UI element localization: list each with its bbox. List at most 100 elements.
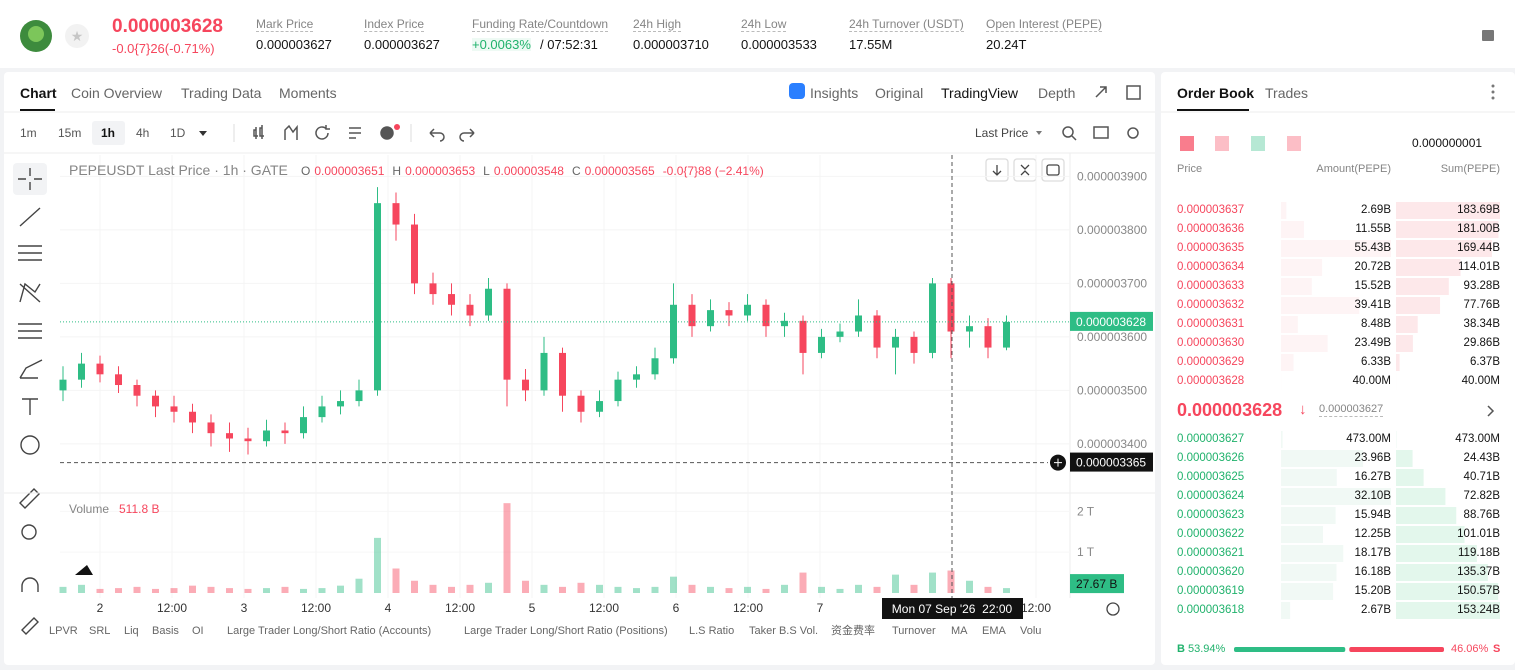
book-price[interactable]: 0.000003620 (1177, 566, 1245, 578)
indicator[interactable]: Large Trader Long/Short Ratio (Positions… (464, 625, 668, 637)
indicator-icon[interactable] (284, 124, 298, 140)
magnet-tool[interactable] (21, 577, 39, 592)
dropdown-arrow[interactable] (1036, 131, 1042, 135)
candle-type-icon[interactable] (253, 125, 264, 139)
book-price[interactable]: 0.000003629 (1177, 356, 1245, 368)
book-price[interactable]: 0.000003621 (1177, 547, 1245, 559)
candle-body (226, 433, 233, 439)
settings-icon[interactable] (1127, 127, 1139, 139)
indicator[interactable]: Large Trader Long/Short Ratio (Accounts) (227, 625, 432, 637)
tab[interactable]: Chart (20, 85, 57, 101)
chevron[interactable] (1487, 405, 1495, 417)
indicator[interactable]: Volu (1020, 625, 1042, 637)
indicator[interactable]: 资金费率 (831, 625, 875, 637)
book-price[interactable]: 0.000003623 (1177, 509, 1245, 521)
pattern-tool[interactable] (19, 282, 41, 303)
book-price[interactable]: 0.000003627 (1177, 433, 1245, 445)
precision-select[interactable]: 0.000000001 (1412, 136, 1483, 150)
interval[interactable]: 1h (101, 126, 116, 140)
book-price[interactable]: 0.000003628 (1177, 375, 1245, 387)
book-price[interactable]: 0.000003624 (1177, 490, 1245, 502)
indicator[interactable]: Taker B.S Vol. (749, 625, 819, 637)
button[interactable] (1041, 158, 1065, 182)
interval[interactable]: 15m (58, 126, 82, 140)
book-price[interactable]: 0.000003618 (1177, 604, 1245, 616)
view-tab[interactable]: TradingView (941, 85, 1019, 101)
book-price[interactable]: 0.000003635 (1177, 242, 1245, 254)
fullscreen-icon[interactable] (1046, 164, 1060, 176)
book-price[interactable]: 0.000003637 (1177, 204, 1245, 216)
drawing-tools[interactable] (13, 163, 47, 635)
interval[interactable]: 4h (136, 126, 150, 140)
view-icon[interactable] (1251, 136, 1265, 151)
replay-icon[interactable] (315, 125, 330, 140)
toolbar-icons[interactable] (253, 124, 1139, 142)
pen-tool[interactable] (21, 617, 39, 635)
trend-line-tool[interactable] (19, 207, 41, 227)
indicator[interactable]: MA (951, 625, 968, 637)
button[interactable] (985, 158, 1009, 182)
search-icon[interactable] (1071, 135, 1077, 141)
indicator[interactable]: Basis (152, 625, 179, 637)
book-price[interactable]: 0.000003626 (1177, 452, 1245, 464)
book-price[interactable]: 0.000003632 (1177, 299, 1245, 311)
book-tab[interactable]: Order Book (1177, 85, 1255, 101)
zoom-tool[interactable] (21, 524, 37, 540)
indicator[interactable]: EMA (982, 625, 1006, 637)
indicator[interactable]: SRL (89, 625, 111, 637)
camera-icon[interactable] (1093, 126, 1109, 139)
settings-icon[interactable] (1106, 602, 1120, 616)
tab[interactable]: Trading Data (181, 85, 262, 101)
crosshair-tool[interactable] (18, 168, 42, 190)
indicator[interactable]: Liq (124, 625, 139, 637)
projection-tool[interactable] (18, 323, 42, 339)
indicator[interactable]: OI (192, 625, 204, 637)
book-price[interactable]: 0.000003634 (1177, 261, 1245, 273)
brush-tool[interactable] (19, 359, 43, 379)
view-icon[interactable] (1180, 136, 1194, 151)
window-icon[interactable] (1126, 85, 1141, 100)
undo-icon[interactable] (429, 128, 445, 142)
more-icon[interactable] (1491, 84, 1495, 100)
ruler-tool[interactable] (19, 488, 40, 509)
emoji-tool[interactable] (20, 435, 40, 455)
expand-icon[interactable] (1095, 86, 1107, 98)
book-price[interactable]: 0.000003631 (1177, 318, 1245, 330)
template-icon[interactable] (349, 127, 361, 139)
price-source[interactable]: Last Price (975, 126, 1029, 140)
ai-icon[interactable] (789, 83, 805, 99)
book-price[interactable]: 0.000003625 (1177, 471, 1245, 483)
alert-icon[interactable] (380, 126, 394, 140)
view-tab[interactable]: Depth (1038, 85, 1076, 101)
search-icon[interactable] (1062, 126, 1074, 138)
tab[interactable]: Moments (279, 85, 337, 101)
book-price[interactable]: 0.000003619 (1177, 585, 1245, 597)
indicator[interactable]: Turnover (892, 625, 936, 637)
chart-buttons[interactable] (985, 158, 1120, 616)
indicator[interactable]: L.S Ratio (689, 625, 735, 637)
star-icon[interactable]: ★ (71, 28, 84, 44)
candle-body (448, 294, 455, 305)
dropdown-arrow[interactable] (199, 131, 207, 136)
book-price[interactable]: 0.000003633 (1177, 280, 1245, 292)
favorite-button[interactable] (65, 24, 89, 48)
book-price[interactable]: 0.000003630 (1177, 337, 1245, 349)
button[interactable] (1013, 158, 1037, 182)
fib-tool[interactable] (18, 245, 42, 261)
tab[interactable]: Coin Overview (71, 85, 163, 101)
view-icon[interactable] (1215, 136, 1229, 151)
redo-icon[interactable] (459, 128, 475, 142)
collapse-icon[interactable] (1020, 164, 1030, 176)
view-icon[interactable] (1287, 136, 1301, 151)
book-price[interactable]: 0.000003636 (1177, 223, 1245, 235)
interval[interactable]: 1m (20, 126, 37, 140)
view-tab[interactable]: Original (875, 85, 924, 101)
settings-icon[interactable] (1482, 30, 1494, 41)
interval[interactable]: 1D (170, 126, 186, 140)
arrow-icon[interactable] (992, 165, 1002, 176)
view-tab[interactable]: Insights (810, 85, 859, 101)
text-tool[interactable] (22, 398, 38, 415)
book-tab[interactable]: Trades (1265, 85, 1309, 101)
indicator[interactable]: LPVR (49, 625, 78, 637)
book-price[interactable]: 0.000003622 (1177, 528, 1245, 540)
